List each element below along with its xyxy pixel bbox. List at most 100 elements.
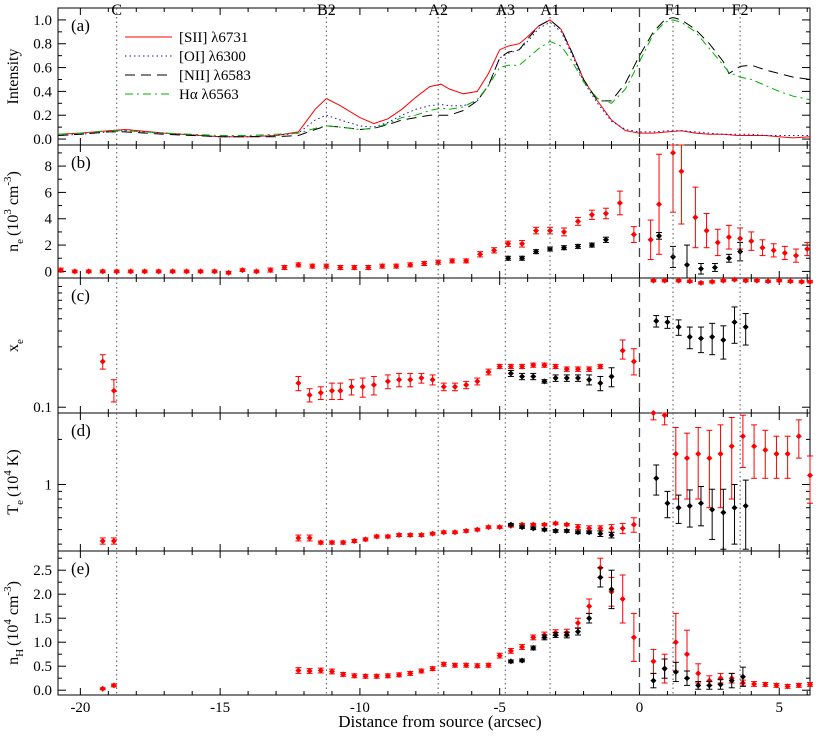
y-tick-label: 0.0 — [33, 132, 52, 148]
data-point — [784, 683, 791, 690]
y-tick-label: 0.8 — [33, 37, 52, 53]
data-point — [485, 368, 492, 375]
data-point — [440, 383, 447, 390]
data-point — [547, 227, 554, 234]
y-tick-label: 0.1 — [33, 400, 52, 416]
data-point — [384, 672, 391, 679]
data-point — [709, 278, 716, 285]
data-point — [541, 526, 548, 533]
data-point — [429, 376, 436, 383]
data-point — [306, 534, 313, 541]
data-point — [586, 603, 593, 610]
data-point — [474, 526, 481, 533]
data-point — [541, 634, 548, 641]
data-point — [574, 524, 581, 531]
data-point — [586, 615, 593, 622]
data-point — [541, 378, 548, 385]
data-point — [155, 268, 162, 275]
data-point — [362, 536, 369, 543]
knot-label: F2 — [732, 2, 749, 19]
ylabel-unit: cm — [5, 185, 22, 209]
panel-c: 0.1 (c) xe — [5, 277, 811, 416]
data-point — [686, 278, 693, 285]
data-point — [770, 247, 777, 254]
data-point — [530, 373, 537, 380]
data-point — [773, 682, 780, 689]
ylabel-sup: 4 — [2, 619, 14, 625]
y-tick-label: 8 — [45, 159, 53, 175]
data-point — [793, 252, 800, 259]
data-point — [720, 336, 727, 343]
data-point — [586, 366, 593, 373]
data-point — [197, 268, 204, 275]
data-point — [563, 521, 570, 528]
data-point — [807, 472, 813, 479]
data-point — [787, 278, 794, 285]
data-point — [507, 363, 514, 370]
knot-label: B2 — [317, 2, 336, 19]
data-point — [552, 520, 559, 527]
data-point — [491, 247, 498, 254]
data-point — [753, 277, 760, 284]
data-point — [597, 574, 604, 581]
x-tick-label: -5 — [493, 700, 506, 716]
ylabel-main: T — [5, 505, 22, 515]
data-point — [650, 677, 657, 684]
panel-label: (c) — [71, 286, 90, 305]
data-point — [776, 277, 783, 284]
data-point — [295, 380, 302, 387]
data-point — [463, 527, 470, 534]
data-point — [695, 670, 702, 677]
knot-markers: C B2 A2 A3 A1 F1 F2 — [111, 2, 749, 695]
ylabel-sub: e — [14, 239, 26, 244]
data-point — [597, 525, 604, 532]
data-point — [552, 363, 559, 370]
y-tick-label: 1.5 — [33, 611, 52, 627]
ylabel-sup: 4 — [2, 470, 14, 476]
data-point — [608, 532, 615, 539]
data-point — [323, 263, 330, 270]
data-point — [533, 248, 540, 255]
data-point — [795, 682, 802, 689]
data-point — [295, 667, 302, 674]
data-point — [451, 529, 458, 536]
data-point — [731, 319, 738, 326]
y-tick-label: 0.0 — [33, 683, 52, 699]
data-point — [519, 240, 526, 247]
data-point — [306, 391, 313, 398]
data-point — [619, 347, 626, 354]
data-point — [675, 324, 682, 331]
data-point — [370, 381, 377, 388]
panel-d-data — [99, 410, 813, 550]
data-point — [653, 475, 660, 482]
data-point — [505, 240, 512, 247]
y-tick-label: 1.0 — [33, 635, 52, 651]
data-point — [351, 672, 358, 679]
data-point — [706, 677, 713, 684]
data-point — [519, 255, 526, 262]
series-line — [57, 21, 810, 138]
panel-d: 1 (d) Te (104 K) — [2, 412, 811, 552]
ylabel-rest: (10 — [5, 625, 22, 646]
data-point — [496, 652, 503, 659]
ylabel-rest: (10 — [5, 215, 22, 236]
data-point — [496, 524, 503, 531]
y-tick-label: 1 — [45, 478, 53, 494]
panel-label: (d) — [71, 421, 91, 440]
data-point — [703, 227, 710, 234]
data-point — [505, 255, 512, 262]
data-point — [563, 366, 570, 373]
data-point — [784, 450, 791, 457]
data-point — [463, 257, 470, 264]
knot-label: A1 — [540, 2, 560, 19]
legend-label: [SII] λ6731 — [179, 30, 248, 46]
ylabel-main: x — [5, 344, 22, 352]
data-point — [379, 263, 386, 270]
data-point — [530, 525, 537, 532]
data-point — [720, 277, 727, 284]
data-point — [709, 333, 716, 340]
y-tick-label: 0.4 — [33, 84, 52, 100]
data-point — [798, 278, 805, 285]
